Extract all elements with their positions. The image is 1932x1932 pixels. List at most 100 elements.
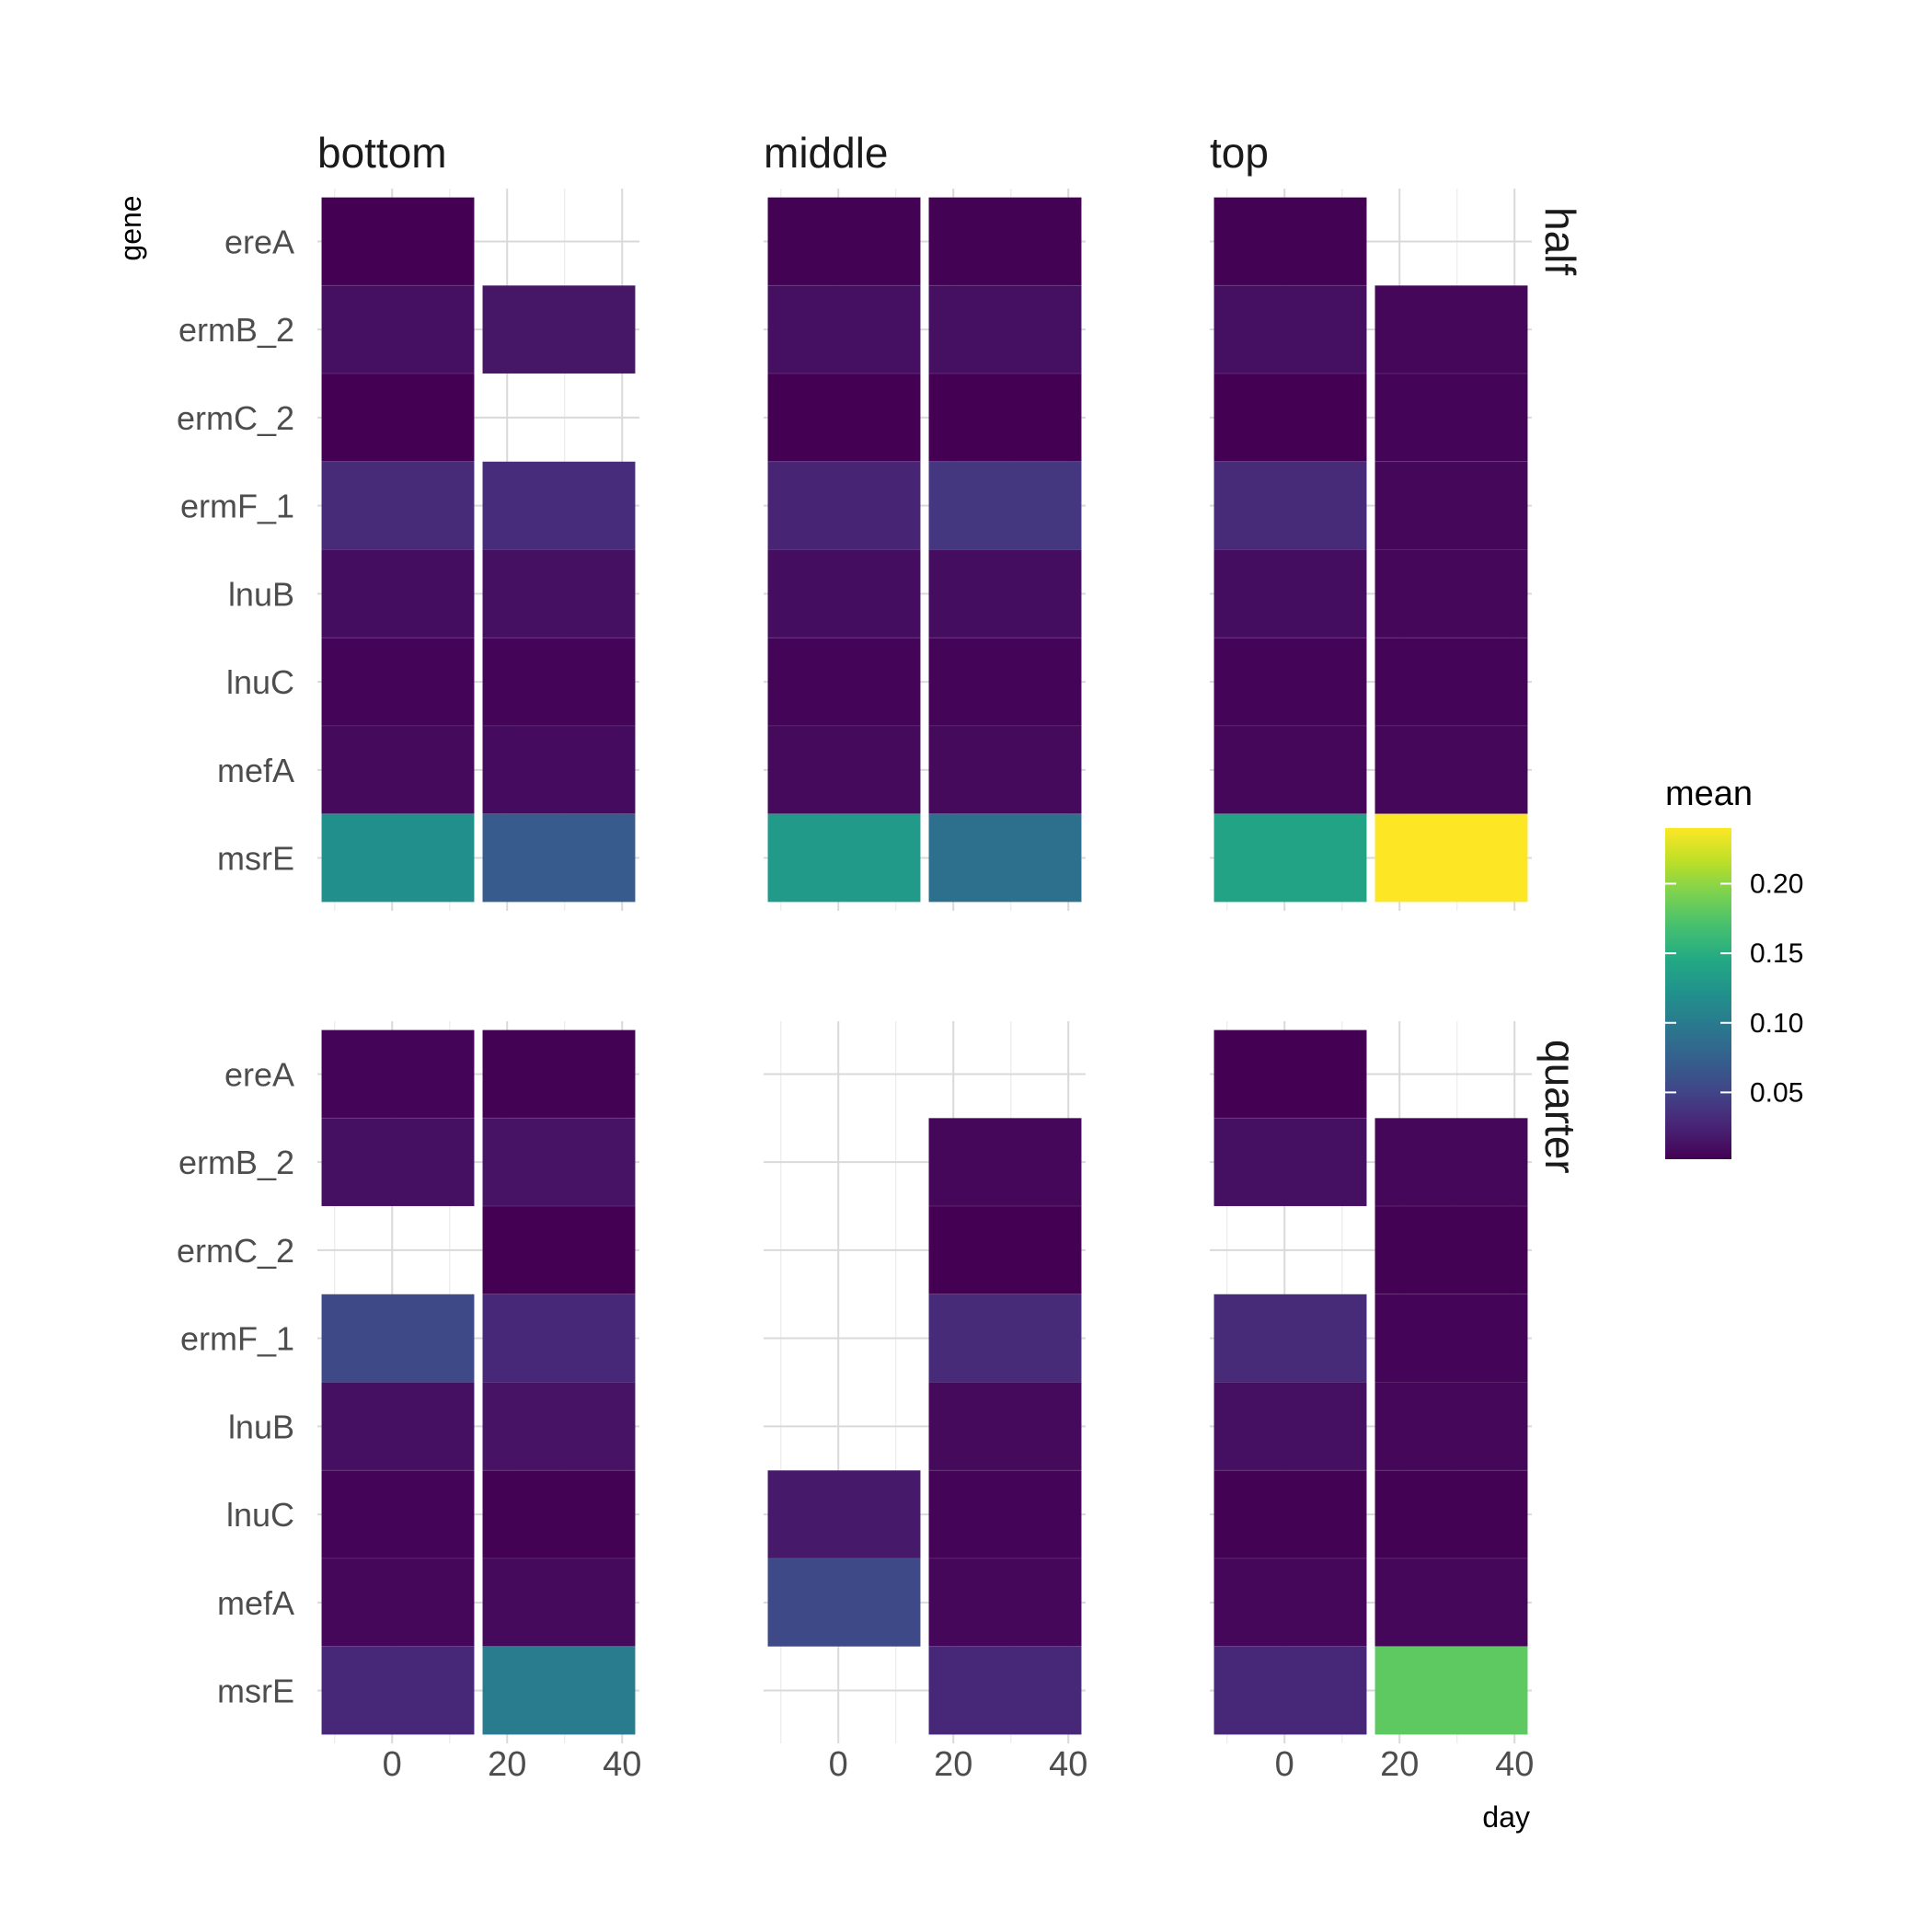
heat-tile-mefA-0 <box>767 1558 921 1648</box>
heat-tile-mefA-1 <box>1374 725 1528 815</box>
heat-tile-msrE-1 <box>482 1646 636 1735</box>
y-tick-label: ermC_2 <box>177 1232 294 1270</box>
x-tick-label: 40 <box>1049 1745 1087 1784</box>
panel-half-middle <box>764 189 1086 911</box>
x-tick-label: 0 <box>829 1745 848 1784</box>
heat-tile-lnuB-0 <box>321 549 475 638</box>
heat-tile-ermF_1-0 <box>321 461 475 550</box>
panel-quarter-top: 0 20 40 <box>1210 1021 1534 1784</box>
heat-tile-ermF_1-0 <box>1213 461 1367 550</box>
y-tick-label: mefA <box>217 752 294 789</box>
heat-tile-lnuB-1 <box>482 1382 636 1471</box>
y-tick-label: mefA <box>217 1584 294 1622</box>
heat-tile-mefA-0 <box>1213 1558 1367 1648</box>
x-tick-label: 20 <box>934 1745 972 1784</box>
heat-tile-ermF_1-1 <box>1374 1294 1528 1384</box>
heat-tile-ermF_1-1 <box>482 461 636 550</box>
x-tick-label: 0 <box>383 1745 402 1784</box>
x-tick-label: 40 <box>1495 1745 1534 1784</box>
heat-tile-ereA-0 <box>321 1029 475 1119</box>
y-axis-title: gene <box>114 195 147 260</box>
y-tick-label: ermF_1 <box>180 1320 294 1358</box>
panel-quarter-bottom: ereA ermB_2 ermC_2 ermF_1 lnuB lnuC mefA msrE 0 2… <box>177 1021 641 1784</box>
heat-tile-lnuC-1 <box>482 1469 636 1559</box>
legend: mean 0.05 0.10 0.15 0.20 <box>1665 775 1803 1159</box>
heat-tile-ereA-0 <box>1213 1029 1367 1119</box>
legend-colorbar <box>1665 828 1731 1159</box>
heat-tile-msrE-0 <box>321 1646 475 1735</box>
heat-tile-lnuC-1 <box>482 637 636 727</box>
heat-tile-lnuC-0 <box>767 1469 921 1559</box>
x-tick-label: 0 <box>1275 1745 1294 1784</box>
x-tick-label: 20 <box>1380 1745 1419 1784</box>
heat-tile-mefA-1 <box>928 1558 1082 1648</box>
heat-tile-ermB_2-1 <box>928 1117 1082 1207</box>
heat-tile-ermC_2-1 <box>928 1205 1082 1295</box>
panel-half-bottom: ereA ermB_2 ermC_2 ermF_1 lnuB lnuC mefA msrE <box>177 189 639 911</box>
legend-tick-label: 0.05 <box>1750 1077 1803 1108</box>
heat-tile-ermF_1-0 <box>1213 1294 1367 1384</box>
y-tick-label: ereA <box>224 1055 294 1093</box>
heat-tile-ermC_2-0 <box>321 373 475 463</box>
y-tick-label: lnuB <box>228 575 294 613</box>
heat-tile-mefA-0 <box>321 1558 475 1648</box>
heat-tile-lnuB-0 <box>321 1382 475 1471</box>
heat-tile-ermB_2-0 <box>321 284 475 374</box>
heat-tile-ermF_1-0 <box>321 1294 475 1384</box>
heat-tile-lnuB-1 <box>928 1382 1082 1471</box>
heat-tile-ereA-0 <box>321 197 475 286</box>
facet-title-top: top <box>1210 129 1269 177</box>
panel-quarter-middle: 0 20 40 <box>764 1021 1087 1784</box>
x-tick-label: 20 <box>488 1745 526 1784</box>
heat-tile-mefA-0 <box>1213 725 1367 815</box>
heat-tile-mefA-1 <box>482 725 636 815</box>
heat-tile-mefA-1 <box>928 725 1082 815</box>
heat-tile-ereA-1 <box>482 1029 636 1119</box>
heat-tile-ereA-0 <box>767 197 921 286</box>
heat-tile-ermC_2-0 <box>1213 373 1367 463</box>
y-tick-label: msrE <box>217 840 294 878</box>
heat-tile-mefA-0 <box>321 725 475 815</box>
facet-strip-half: half <box>1536 207 1584 275</box>
heat-tile-msrE-0 <box>1213 813 1367 903</box>
heat-tile-ermF_1-1 <box>928 461 1082 550</box>
heat-tile-ermB_2-1 <box>1374 284 1528 374</box>
heat-tile-msrE-0 <box>321 813 475 903</box>
heat-tile-lnuC-1 <box>1374 637 1528 727</box>
heat-tile-ermB_2-1 <box>1374 1117 1528 1207</box>
heat-tile-mefA-1 <box>1374 1558 1528 1648</box>
heat-tile-ermB_2-0 <box>767 284 921 374</box>
heat-tile-lnuC-0 <box>1213 637 1367 727</box>
heat-tile-ermC_2-1 <box>1374 373 1528 463</box>
heat-tile-lnuB-1 <box>1374 549 1528 638</box>
heat-tile-ermC_2-1 <box>928 373 1082 463</box>
heat-tile-ereA-0 <box>1213 197 1367 286</box>
heat-tile-lnuC-1 <box>928 637 1082 727</box>
y-tick-label: ermB_2 <box>178 1144 294 1181</box>
legend-tick-label: 0.10 <box>1750 1008 1803 1039</box>
heat-tile-msrE-0 <box>767 813 921 903</box>
heat-tile-ermF_1-0 <box>767 461 921 550</box>
facet-title-middle: middle <box>764 129 889 177</box>
x-axis-title: day <box>1482 1800 1530 1834</box>
heat-tile-lnuB-0 <box>767 549 921 638</box>
heat-tile-msrE-1 <box>928 813 1082 903</box>
facet-title-bottom: bottom <box>317 129 447 177</box>
heat-tile-lnuB-1 <box>928 549 1082 638</box>
heat-tile-ermB_2-1 <box>482 1117 636 1207</box>
heat-tile-ermF_1-1 <box>482 1294 636 1384</box>
heat-tile-lnuC-0 <box>1213 1469 1367 1559</box>
heat-tile-ermB_2-0 <box>1213 1117 1367 1207</box>
heat-tile-lnuC-1 <box>1374 1469 1528 1559</box>
facet-strip-quarter: quarter <box>1536 1040 1584 1174</box>
y-tick-label: ereA <box>224 223 294 260</box>
heat-tile-lnuB-1 <box>1374 1382 1528 1471</box>
heat-tile-ereA-1 <box>928 197 1082 286</box>
heat-tile-ermC_2-1 <box>1374 1205 1528 1295</box>
heat-tile-lnuB-1 <box>482 549 636 638</box>
y-tick-label: lnuB <box>228 1408 294 1445</box>
heat-tile-lnuC-0 <box>321 637 475 727</box>
heat-tile-ermB_2-0 <box>321 1117 475 1207</box>
heat-tile-ermF_1-1 <box>928 1294 1082 1384</box>
y-tick-label: lnuC <box>226 1496 294 1534</box>
